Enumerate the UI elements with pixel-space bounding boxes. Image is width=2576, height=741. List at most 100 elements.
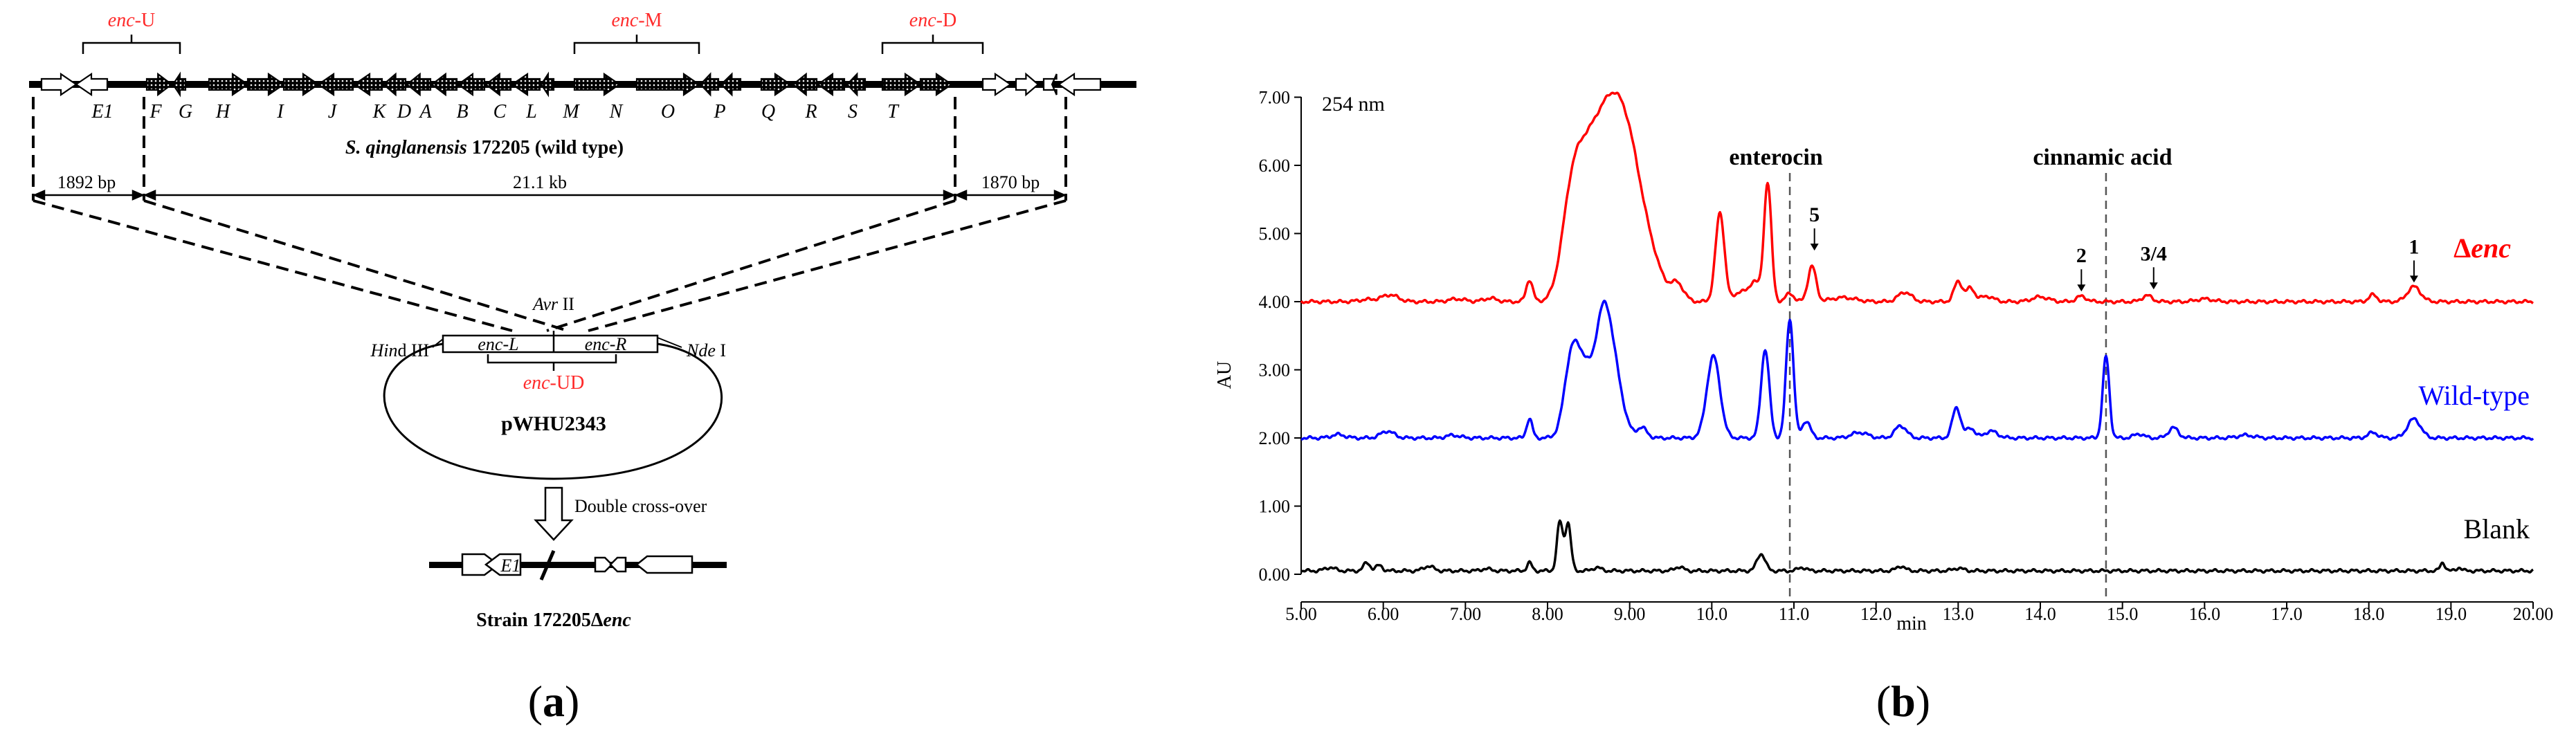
x-tick-label: 17.0 xyxy=(2271,604,2303,624)
gene-letter-row: E1 F G H I J K D A B C L M N O P Q R S T xyxy=(91,101,900,122)
gene-arrow xyxy=(1058,72,1102,97)
peak-annotation-group: 5 2 3/4 1 xyxy=(1809,203,2419,292)
series-label-wild-type: Wild-type xyxy=(2418,380,2530,411)
y-tick-label: 7.00 xyxy=(1259,88,1291,108)
panel-a-caption: (a) xyxy=(528,677,580,726)
gene-arrow xyxy=(817,72,846,97)
gene-letter: H xyxy=(215,101,231,122)
insert-joined-label: enc-UD xyxy=(523,372,585,394)
gene-letter: T xyxy=(887,101,900,122)
process-arrow xyxy=(534,486,574,541)
gene-arrow xyxy=(573,72,621,97)
chromatogram-traces xyxy=(1300,91,2534,574)
strain-label: S. qinglanensis 172205 (wild type) xyxy=(345,137,624,158)
left-flank-length: 1892 bp xyxy=(57,172,116,192)
y-tick-label: 5.00 xyxy=(1259,224,1291,244)
gene-arrow xyxy=(317,72,354,97)
x-axis-label: min xyxy=(1896,613,1927,634)
gene-letter: E1 xyxy=(91,101,113,122)
avr-ii-site: Avr II xyxy=(532,294,574,314)
x-tick-label: 16.0 xyxy=(2189,604,2221,624)
x-tick-label: 6.00 xyxy=(1368,604,1399,624)
gene-letter: G xyxy=(179,101,192,122)
process-label: Double cross-over xyxy=(574,496,707,516)
peak-label: 5 xyxy=(1809,203,1820,226)
cluster-length: 21.1 kb xyxy=(513,172,567,192)
y-tick-label: 6.00 xyxy=(1259,156,1291,176)
x-tick-label: 8.00 xyxy=(1532,604,1563,624)
y-tick-label: 4.00 xyxy=(1259,292,1291,312)
x-tick-label: 14.0 xyxy=(2024,604,2056,624)
gene-arrow xyxy=(172,71,187,98)
peak-label: 3/4 xyxy=(2141,242,2167,265)
gene-arrow xyxy=(760,72,792,97)
series-line xyxy=(1300,91,2534,305)
gene-arrow xyxy=(430,72,458,97)
mutant-strain-label: Strain 172205Δenc xyxy=(476,610,631,631)
right-flank-length: 1870 bp xyxy=(981,172,1040,192)
gene-letter: C xyxy=(493,101,507,122)
y-tick-label: 1.00 xyxy=(1259,497,1291,517)
gene-arrow xyxy=(457,72,486,97)
gene-letter: F xyxy=(149,101,162,122)
gene-letter: N xyxy=(609,101,624,122)
region-label-up: enc-U xyxy=(108,10,155,31)
x-tick-label: 7.00 xyxy=(1450,604,1482,624)
x-tick-label: 13.0 xyxy=(1943,604,1975,624)
gene-arrow xyxy=(246,72,285,97)
panel-b-chromatogram: 0.00 1.00 2.00 3.00 4.00 5.00 6.00 7.00 5.00 6.0… xyxy=(1214,88,2553,726)
mutant-gene-label: E1 xyxy=(500,556,521,576)
series-line xyxy=(1300,300,2534,441)
insert-left-label: enc-L xyxy=(478,334,518,354)
gene-arrow xyxy=(353,72,383,97)
peak-marker-arrowhead xyxy=(1810,244,1819,251)
mutant-gene-map xyxy=(429,550,727,580)
plasmid-circle xyxy=(383,342,723,480)
gene-letter: M xyxy=(562,101,580,122)
y-tick-label: 0.00 xyxy=(1259,565,1291,585)
series-label-delta-enc: Δenc xyxy=(2453,232,2511,264)
gene-letter: I xyxy=(276,101,284,122)
y-tick-label: 2.00 xyxy=(1259,428,1291,448)
x-tick-label: 9.00 xyxy=(1614,604,1646,624)
peak-marker-arrowhead xyxy=(2149,282,2158,290)
y-tick-group: 0.00 1.00 2.00 3.00 4.00 5.00 6.00 7.00 xyxy=(1259,88,1301,585)
gene-arrow xyxy=(981,72,1012,97)
gene-letter: L xyxy=(525,101,537,122)
panel-a-gene-map: enc-U enc-M enc-D E1 F G H I J K D A B C L M N O P Q R S T … xyxy=(29,10,1136,726)
gene-letter: S xyxy=(848,101,858,122)
reference-line-label: enterocin xyxy=(1729,145,1822,170)
region-bracket-mid xyxy=(573,35,700,54)
gene-letter: R xyxy=(804,101,817,122)
peak-label: 1 xyxy=(2409,235,2419,258)
region-label-down: enc-D xyxy=(909,10,956,31)
peak-label: 2 xyxy=(2076,244,2087,267)
y-tick-label: 3.00 xyxy=(1259,360,1291,381)
length-dimension-lines xyxy=(32,190,1067,201)
series-label-blank: Blank xyxy=(2463,513,2530,545)
gene-arrow xyxy=(208,72,249,97)
gene-arrow xyxy=(40,72,78,97)
ndei-site: Nde I xyxy=(686,340,726,360)
region-bracket-down xyxy=(881,35,984,54)
gene-arrow xyxy=(406,72,432,97)
x-tick-label: 10.0 xyxy=(1696,604,1728,624)
insert-bracket xyxy=(487,354,617,364)
homology-dashes xyxy=(33,199,1067,332)
peak-marker-arrowhead xyxy=(2409,275,2418,283)
gene-arrow xyxy=(1042,73,1058,95)
gene-arrow xyxy=(484,72,512,97)
plasmid-name: pWHU2343 xyxy=(501,412,606,435)
gene-arrow xyxy=(699,72,720,97)
gene-letter: A xyxy=(418,101,432,122)
gene-arrow xyxy=(145,72,173,97)
gene-letter: B xyxy=(456,101,468,122)
gene-arrow xyxy=(511,72,541,97)
gene-letter: O xyxy=(661,101,675,122)
gene-arrow-track xyxy=(40,71,1102,98)
gene-arrow xyxy=(1015,72,1040,97)
gene-arrow xyxy=(635,72,700,97)
gene-arrow xyxy=(282,72,320,97)
